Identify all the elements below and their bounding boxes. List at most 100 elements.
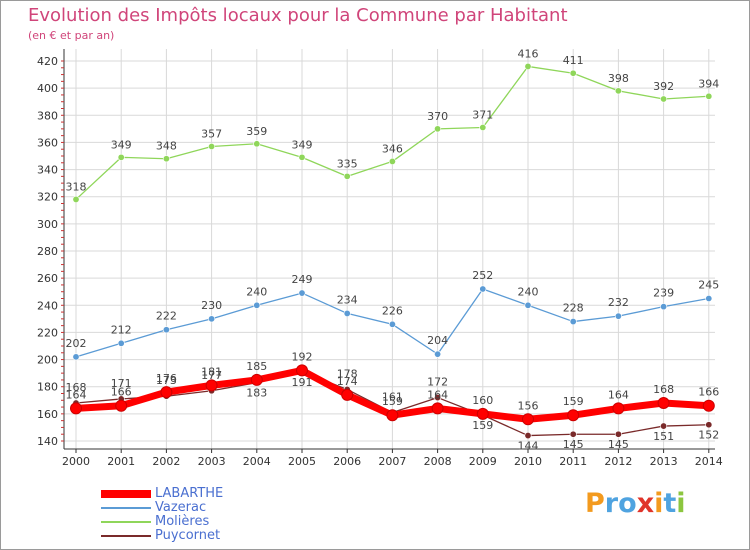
- x-tick-label: 2006: [333, 455, 361, 468]
- data-point: [614, 430, 622, 438]
- x-tick-label: 2002: [152, 455, 180, 468]
- logo-letter: x: [636, 488, 655, 519]
- data-label: 166: [698, 386, 719, 399]
- y-tick-label: 400: [37, 82, 58, 95]
- data-point: [208, 315, 216, 323]
- data-point: [343, 172, 351, 180]
- data-point: [479, 124, 487, 132]
- data-label: 164: [608, 388, 629, 401]
- data-point: [612, 402, 625, 415]
- logo-letter: i: [676, 488, 686, 519]
- data-point: [434, 125, 442, 133]
- x-tick-label: 2008: [424, 455, 452, 468]
- data-point: [431, 402, 444, 415]
- y-tick-label: 140: [37, 435, 58, 448]
- y-tick-label: 320: [37, 191, 58, 204]
- data-label: 348: [156, 140, 177, 153]
- data-point: [522, 413, 534, 426]
- legend-swatch: [101, 507, 151, 509]
- data-label: 394: [698, 77, 719, 90]
- data-label: 171: [111, 377, 132, 390]
- y-tick-label: 160: [37, 408, 58, 421]
- legend-label: Vazerac: [155, 500, 207, 515]
- data-point: [162, 326, 170, 334]
- data-point: [524, 432, 532, 440]
- data-point: [614, 87, 622, 95]
- data-label: 232: [608, 296, 629, 309]
- x-tick-label: 2010: [514, 455, 542, 468]
- data-point: [253, 301, 261, 309]
- y-tick-label: 220: [37, 326, 58, 339]
- data-point: [160, 386, 173, 399]
- data-point: [479, 285, 487, 293]
- data-point: [117, 153, 125, 161]
- y-tick-label: 180: [37, 381, 58, 394]
- logo-letter: P: [585, 488, 605, 519]
- logo-letter: r: [604, 488, 619, 519]
- grid-lines: [64, 49, 715, 449]
- x-tick-label: 2005: [288, 455, 316, 468]
- data-label: 168: [66, 381, 87, 394]
- data-label: 159: [563, 395, 584, 408]
- x-tick-label: 2004: [243, 455, 271, 468]
- chart-title: Evolution des Impôts locaux pour la Comm…: [28, 5, 568, 26]
- logo-letter: o: [618, 488, 637, 519]
- x-tick-label: 2000: [62, 455, 90, 468]
- data-label: 349: [292, 138, 313, 151]
- data-label: 222: [156, 310, 177, 323]
- data-point: [72, 195, 80, 203]
- data-label: 160: [472, 394, 493, 407]
- legend-item: LABARTHE: [101, 487, 301, 501]
- data-label: 416: [518, 47, 539, 60]
- data-point: [705, 421, 713, 429]
- data-label: 392: [653, 80, 674, 93]
- data-point: [476, 407, 489, 420]
- logo-letter: i: [654, 488, 664, 519]
- data-label: 161: [382, 391, 403, 404]
- data-label: 151: [653, 430, 674, 443]
- data-point: [524, 301, 532, 309]
- chart-subtitle: (en € et par an): [28, 29, 115, 42]
- legend: LABARTHE Vazerac Molières Puycornet: [101, 487, 301, 543]
- x-tick-label: 2014: [695, 455, 723, 468]
- data-label: 172: [427, 376, 448, 389]
- axes: 140 160 180 200 220 240 260 280 300 320 340 360 380 4…: [37, 49, 723, 468]
- legend-label: Puycornet: [155, 528, 221, 543]
- data-point: [388, 320, 396, 328]
- data-label: 212: [111, 323, 132, 336]
- data-label: 174: [337, 375, 358, 388]
- data-label: 245: [698, 279, 719, 292]
- data-label: 176: [156, 372, 177, 385]
- data-label: 370: [427, 110, 448, 123]
- data-point: [208, 143, 216, 151]
- y-tick-label: 200: [37, 354, 58, 367]
- data-label: 249: [292, 273, 313, 286]
- data-label: 359: [246, 125, 267, 138]
- y-tick-label: 300: [37, 218, 58, 231]
- data-label: 183: [246, 387, 267, 400]
- data-label: 240: [246, 285, 267, 298]
- proxiti-logo: Proxiti: [585, 488, 686, 519]
- data-label: 226: [382, 304, 403, 317]
- data-point: [343, 309, 351, 317]
- x-tick-label: 2013: [650, 455, 678, 468]
- legend-item: Vazerac: [101, 501, 301, 515]
- y-tick-label: 260: [37, 272, 58, 285]
- data-label: 178: [337, 367, 358, 380]
- legend-swatch: [101, 535, 151, 537]
- data-point: [250, 373, 263, 386]
- legend-swatch: [101, 521, 151, 523]
- data-point: [434, 350, 442, 358]
- logo-letter: t: [663, 488, 677, 519]
- y-tick-label: 340: [37, 164, 58, 177]
- y-tick-label: 360: [37, 136, 58, 149]
- data-label: 252: [472, 269, 493, 282]
- data-point: [705, 92, 713, 100]
- data-point: [72, 353, 80, 361]
- data-label: 164: [427, 388, 448, 401]
- y-tick-label: 240: [37, 299, 58, 312]
- data-point: [660, 303, 668, 311]
